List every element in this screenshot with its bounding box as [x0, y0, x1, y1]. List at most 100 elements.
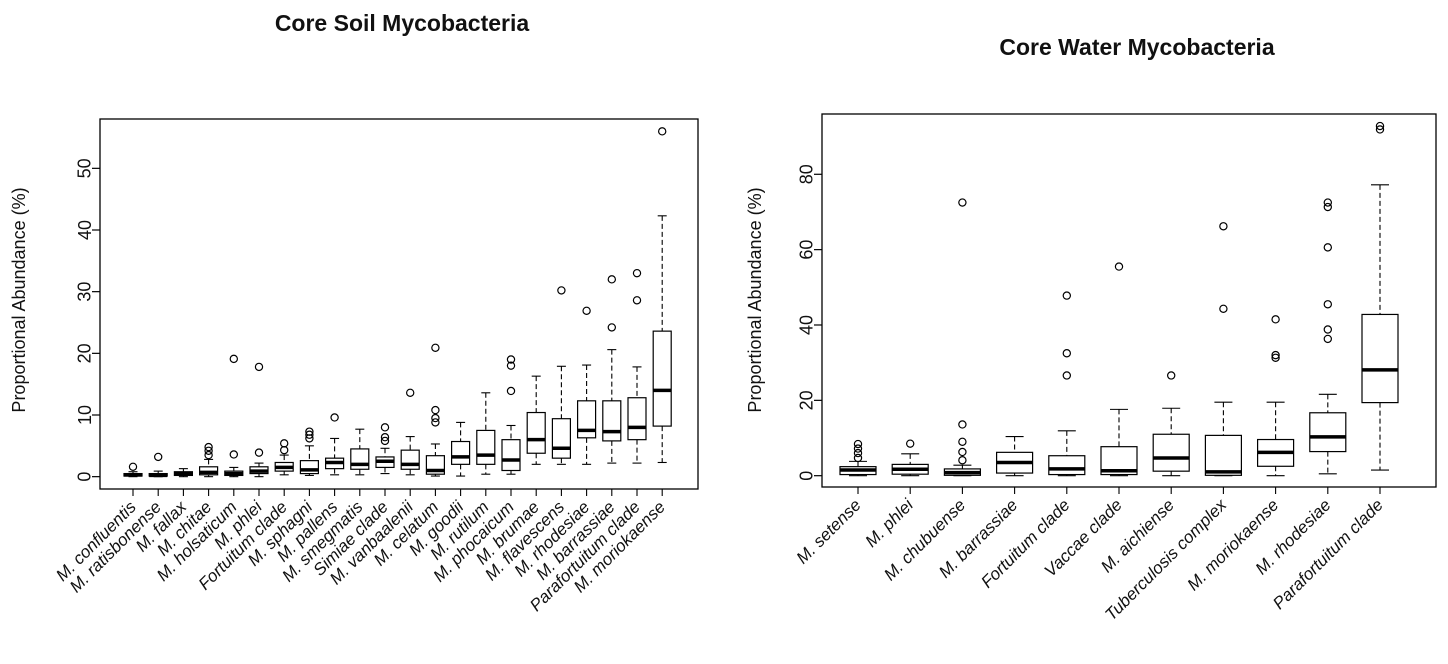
soil-box-group [425, 343, 445, 477]
water-outlier-point [1219, 222, 1228, 231]
water-outlier-point [958, 447, 967, 457]
water-box-group [1256, 315, 1295, 477]
water-box-group [943, 198, 982, 477]
water-box-group [1309, 198, 1347, 475]
water-outlier-point [1166, 371, 1176, 380]
soil-y-axis-label: Proportional Abundance (%) [9, 187, 29, 412]
water-outlier-point [1062, 349, 1072, 358]
water-chart-title: Core Water Mycobacteria [999, 34, 1274, 60]
water-outlier-point [1271, 315, 1280, 324]
soil-box-group [199, 442, 219, 478]
water-outlier-point [1323, 198, 1333, 207]
soil-outlier-point [380, 436, 390, 446]
soil-outlier-point [658, 127, 667, 136]
water-outlier-point [958, 198, 967, 207]
water-outlier-point [1323, 300, 1333, 309]
water-y-tick-label: 80 [797, 164, 817, 184]
water-outlier-point [1323, 325, 1333, 334]
soil-box-group [551, 286, 572, 465]
soil-box-group [451, 421, 471, 477]
soil-outlier-point [280, 439, 289, 448]
soil-box-group [274, 439, 294, 476]
soil-outlier-point [204, 446, 213, 455]
soil-outlier-point [607, 275, 617, 284]
water-box-group [995, 435, 1034, 477]
soil-y-tick-label: 40 [75, 220, 95, 240]
soil-outlier-point [607, 323, 617, 332]
soil-outlier-point [380, 423, 390, 432]
soil-outlier-point [431, 343, 440, 352]
soil-outlier-point [506, 355, 516, 364]
water-outlier-point [1062, 291, 1072, 300]
soil-outlier-point [254, 362, 264, 372]
soil-y-tick-label: 10 [75, 405, 95, 425]
water-outlier-point [1271, 353, 1280, 362]
soil-outlier-point [254, 448, 264, 457]
water-outlier-point [1375, 121, 1385, 131]
water-box-group [1152, 371, 1190, 477]
soil-box-group [602, 275, 622, 464]
soil-box-group [249, 362, 269, 478]
water-box [1309, 412, 1347, 453]
soil-box-group [325, 413, 345, 476]
soil-outlier-point [229, 354, 238, 364]
water-y-axis: 0 20 40 60 80 [797, 164, 822, 481]
soil-outlier-point [506, 361, 516, 370]
water-outlier-point [1323, 334, 1333, 344]
soil-box-group [652, 127, 672, 464]
soil-box-group [476, 392, 496, 475]
soil-y-tick-label: 0 [75, 472, 95, 482]
soil-outlier-point [153, 452, 163, 462]
water-outlier-point [1323, 243, 1333, 252]
soil-box [526, 411, 546, 454]
water-y-tick-label: 60 [797, 240, 817, 260]
water-box [1152, 433, 1190, 472]
soil-box [652, 330, 672, 427]
soil-box-group [576, 306, 597, 465]
soil-box-group [375, 423, 395, 475]
soil-outlier-point [330, 413, 339, 422]
soil-outlier-point [557, 286, 566, 295]
soil-outlier-point [204, 450, 213, 460]
soil-outlier-point [632, 296, 642, 305]
soil-outlier-point [506, 386, 516, 396]
water-box-group [891, 439, 929, 477]
soil-outlier-point [431, 418, 440, 427]
soil-box-group [173, 468, 193, 478]
soil-box [576, 400, 597, 439]
water-outlier-point [853, 453, 863, 463]
soil-outlier-point [431, 413, 440, 423]
water-box-group [1204, 222, 1243, 477]
soil-outlier-point [305, 430, 314, 439]
water-plot-frame [821, 113, 1437, 488]
soil-outlier-point [229, 450, 238, 459]
soil-outlier-point [128, 462, 138, 471]
soil-box [627, 397, 647, 441]
soil-y-tick-label: 50 [75, 158, 95, 178]
soil-outlier-point [305, 427, 314, 436]
water-box [1048, 455, 1086, 476]
soil-box [476, 429, 496, 465]
soil-box-group [501, 355, 521, 475]
water-y-axis-label: Proportional Abundance (%) [745, 187, 765, 412]
soil-box-group [526, 375, 546, 465]
soil-boxes [123, 127, 672, 478]
soil-box [551, 418, 572, 459]
soil-box [602, 400, 622, 442]
soil-outlier-point [406, 388, 415, 397]
water-outlier-point [853, 444, 863, 453]
water-box [1204, 434, 1243, 476]
water-box-group [1048, 291, 1086, 477]
soil-outlier-point [380, 433, 390, 442]
water-box [1361, 313, 1399, 404]
soil-y-axis: 0 10 20 30 40 50 [75, 158, 100, 482]
soil-box-group [350, 428, 370, 476]
soil-plot-frame [99, 118, 699, 490]
water-outlier-point [958, 420, 967, 429]
soil-box-group [627, 268, 647, 464]
water-boxes [839, 121, 1399, 477]
water-box-group [839, 439, 877, 477]
soil-chart-title: Core Soil Mycobacteria [275, 10, 530, 36]
soil-box [400, 449, 420, 470]
